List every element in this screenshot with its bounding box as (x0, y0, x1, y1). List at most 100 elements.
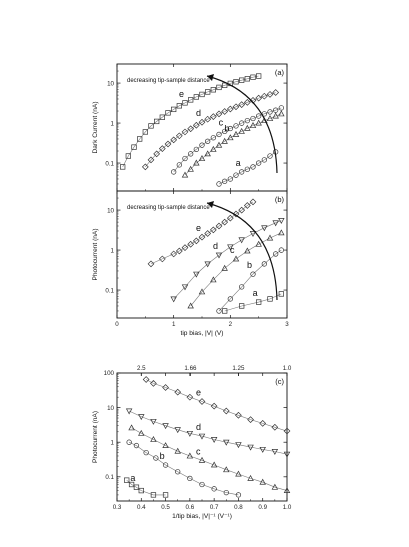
data-point-b (162, 462, 169, 468)
data-point-e (120, 164, 126, 170)
y-tick-label: 0.1 (105, 160, 114, 167)
series-b: b (126, 439, 242, 498)
data-point-b (273, 251, 279, 257)
data-point-c (205, 138, 211, 144)
data-point-b (278, 247, 284, 253)
curve-label-a: a (130, 473, 135, 483)
data-point-d (198, 118, 206, 126)
data-point-e (142, 129, 148, 135)
data-point-d (175, 132, 183, 140)
data-point-e (148, 123, 154, 129)
curve-label-b: b (247, 260, 252, 270)
data-point-c (210, 461, 218, 468)
data-point-c (266, 234, 274, 241)
data-point-e (175, 247, 183, 255)
data-point-e (186, 393, 194, 401)
data-point-d (278, 218, 285, 224)
data-point-d (260, 92, 268, 100)
series-a: a (124, 473, 169, 498)
data-point-d (147, 156, 155, 164)
data-point-c (259, 478, 266, 485)
data-point-d (210, 437, 218, 443)
series-c: c (187, 229, 285, 309)
fit-line-d (145, 92, 276, 168)
data-point-d (170, 296, 177, 303)
panel-label: (a) (275, 68, 285, 77)
data-point-e (182, 100, 188, 106)
data-point-e (249, 198, 257, 206)
data-point-b (221, 137, 228, 144)
data-point-d (272, 220, 279, 227)
data-point-e (215, 222, 223, 230)
data-point-d (223, 439, 230, 446)
data-point-d (261, 225, 268, 232)
data-point-c (267, 109, 273, 115)
data-point-b (198, 155, 206, 161)
data-point-c (171, 169, 177, 175)
data-point-d (283, 451, 291, 458)
data-point-b (175, 469, 181, 475)
data-point-e (181, 244, 189, 252)
x-axis-label: tip bias, |V| (V) (180, 330, 223, 337)
data-point-b (227, 134, 234, 141)
y-tick-label: 10 (107, 80, 114, 87)
data-point-e (137, 136, 143, 142)
data-point-c (233, 123, 239, 129)
data-point-a (233, 172, 239, 178)
series-d: d (170, 218, 285, 303)
data-point-c (221, 264, 228, 271)
fit-line-c (173, 107, 282, 173)
data-point-b (232, 130, 240, 137)
data-point-e (283, 427, 291, 435)
data-point-e (187, 240, 195, 248)
data-point-d (271, 449, 279, 455)
data-point-d (174, 427, 181, 434)
fit-line-a (218, 151, 276, 185)
series-d: d (125, 408, 291, 458)
x-tick-label: 0.3 (113, 504, 122, 511)
data-point-e (247, 416, 254, 423)
x-tick-label: 1 (172, 321, 176, 328)
curve-label-e: e (196, 223, 201, 233)
data-point-e (259, 420, 267, 427)
curve-label-e: e (179, 89, 184, 99)
data-point-b (133, 442, 140, 449)
data-point-e (238, 206, 246, 214)
data-point-d (238, 101, 246, 108)
x-tick-label: 0.6 (186, 504, 195, 511)
y-tick-label: 0.1 (105, 474, 114, 481)
y-tick-label: 0.1 (105, 287, 114, 294)
annotation-text: decreasing tip-sample distance (127, 205, 210, 211)
data-point-d (272, 89, 280, 96)
data-point-c (244, 247, 251, 254)
data-point-e (192, 237, 200, 245)
fit-line-b (128, 441, 239, 496)
data-point-b (153, 455, 159, 461)
curve-label-a: a (236, 158, 241, 168)
data-point-e (239, 77, 245, 83)
data-point-d (209, 113, 217, 120)
data-point-e (222, 407, 230, 415)
data-point-c (199, 142, 205, 148)
data-point-b (272, 112, 279, 119)
data-point-b (187, 475, 193, 482)
data-point-d (170, 136, 178, 144)
curve-label-d: d (196, 422, 201, 432)
top-axis-tick-label: 1.25 (232, 365, 245, 372)
data-point-d (247, 444, 254, 451)
data-point-d (162, 423, 169, 430)
series-c: c (171, 105, 284, 175)
y-axis-label: Dark Current (nA) (92, 101, 99, 153)
data-point-e (204, 230, 212, 237)
series-d: d (141, 89, 280, 171)
x-tick-label: 0.7 (210, 504, 219, 511)
data-point-d (198, 433, 206, 440)
data-point-a (216, 181, 222, 187)
data-point-b (250, 271, 256, 277)
data-point-e (162, 384, 169, 391)
data-point-d (193, 271, 200, 278)
x-tick-label: 0.9 (258, 504, 267, 511)
data-point-c (239, 120, 245, 126)
curve-label-d: d (213, 241, 218, 251)
data-point-c (128, 424, 135, 431)
